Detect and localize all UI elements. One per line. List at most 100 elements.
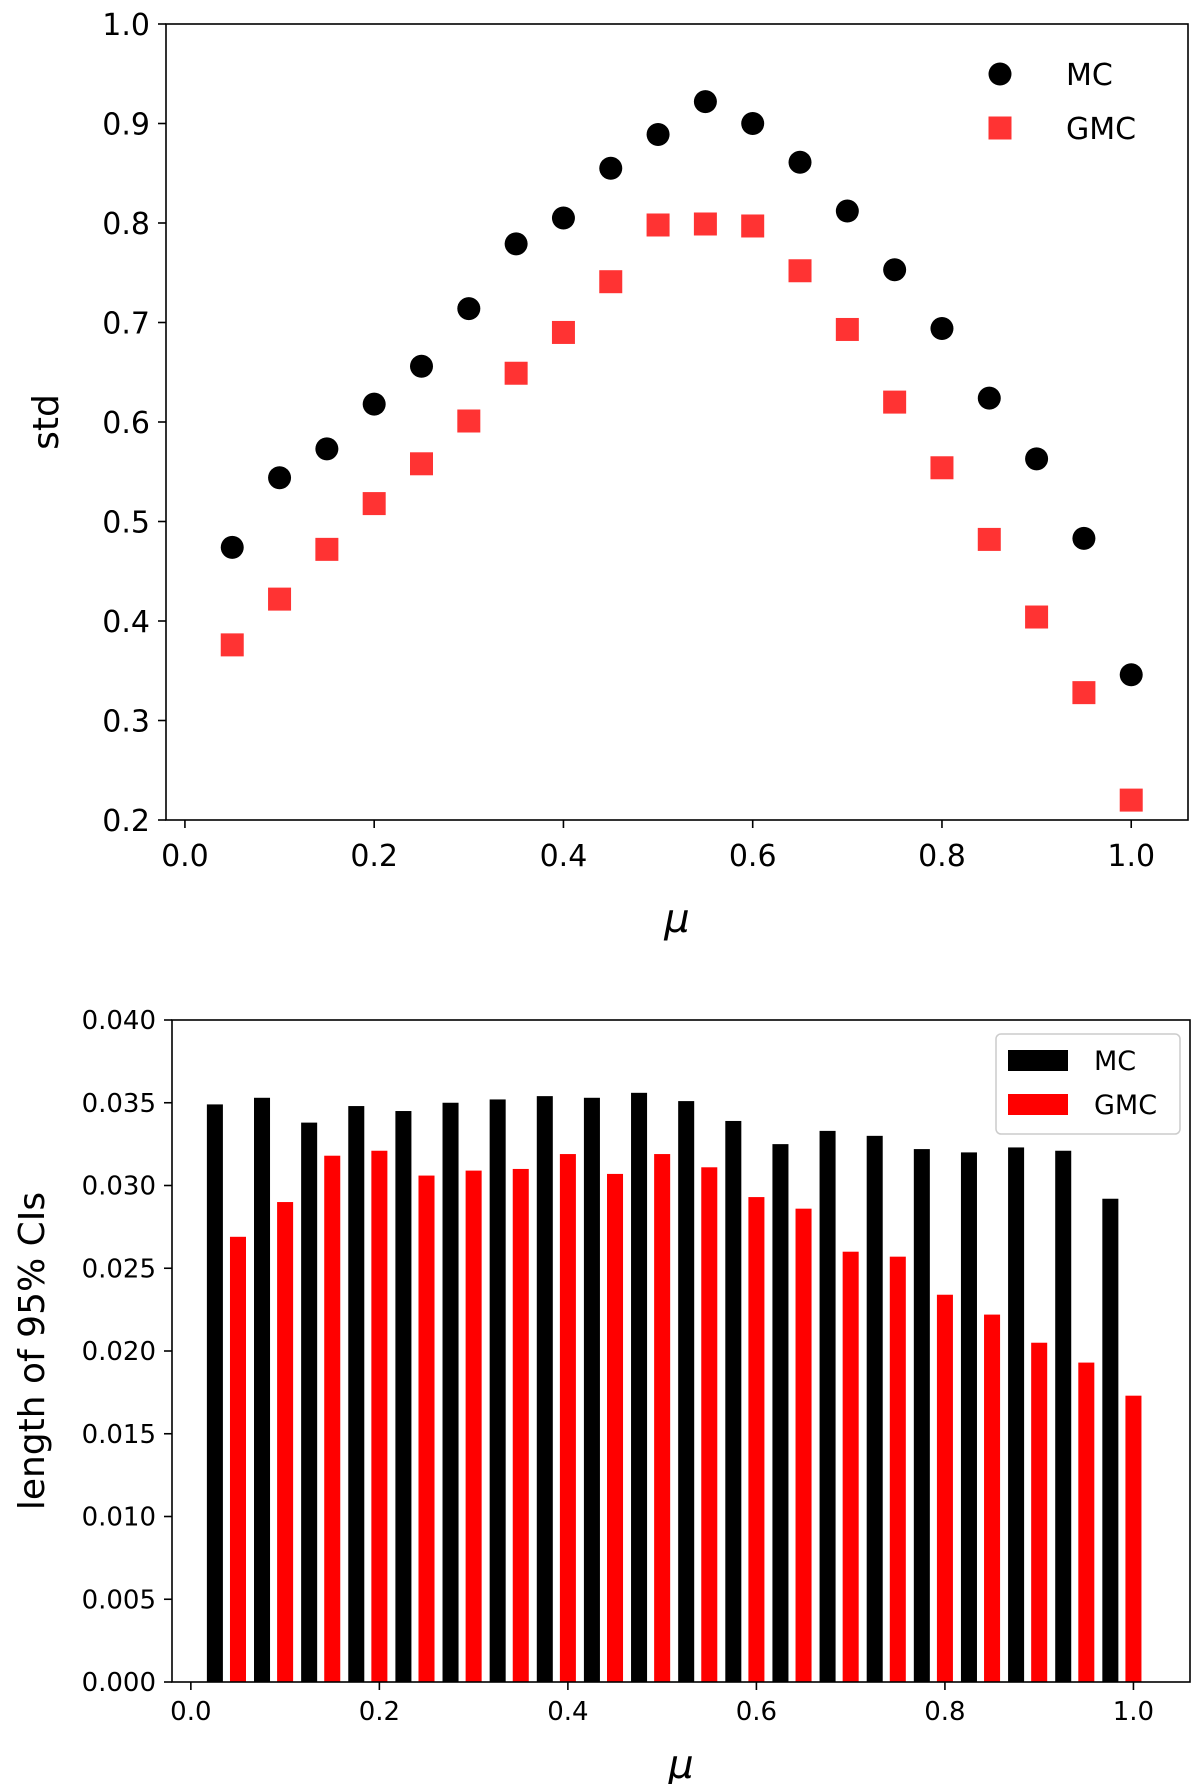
y-axis-title: length of 95% CIs bbox=[12, 1192, 53, 1510]
gmc-bar bbox=[701, 1167, 718, 1682]
y-tick-label: 0.5 bbox=[102, 506, 150, 541]
x-tick-label: 0.4 bbox=[547, 1697, 588, 1727]
gmc-point bbox=[362, 492, 386, 516]
gmc-bar bbox=[277, 1202, 294, 1682]
legend-gmc-marker bbox=[988, 116, 1012, 140]
mc-bar bbox=[819, 1130, 836, 1682]
legend-gmc-swatch bbox=[1008, 1094, 1068, 1115]
x-tick-label: 0.2 bbox=[350, 839, 398, 874]
mc-point bbox=[1119, 663, 1143, 687]
gmc-point bbox=[788, 259, 812, 283]
legend-mc-label: MC bbox=[1066, 58, 1113, 93]
mc-bar bbox=[913, 1149, 930, 1682]
mc-bar bbox=[583, 1097, 600, 1682]
mc-point bbox=[599, 156, 623, 180]
x-tick-label: 0.6 bbox=[729, 839, 777, 874]
gmc-point bbox=[977, 527, 1001, 551]
mc-bar bbox=[631, 1092, 648, 1682]
gmc-point bbox=[504, 361, 528, 385]
gmc-point bbox=[410, 452, 433, 476]
y-tick-label: 0.3 bbox=[102, 705, 150, 740]
gmc-point bbox=[599, 270, 623, 294]
gmc-bar bbox=[654, 1154, 671, 1682]
gmc-point bbox=[930, 456, 954, 480]
gmc-bar bbox=[607, 1173, 624, 1682]
mc-bar bbox=[301, 1122, 318, 1682]
mc-point bbox=[693, 90, 717, 114]
gmc-bar bbox=[748, 1197, 765, 1682]
gmc-bar bbox=[512, 1168, 529, 1682]
gmc-point bbox=[835, 317, 859, 341]
y-tick-label: 0.8 bbox=[102, 207, 150, 242]
x-tick-label: 0.8 bbox=[918, 839, 966, 874]
mc-point bbox=[268, 466, 292, 490]
y-tick-label: 0.015 bbox=[82, 1420, 156, 1450]
y-tick-label: 0.010 bbox=[82, 1503, 156, 1533]
gmc-point bbox=[1119, 788, 1143, 812]
legend-mc-swatch bbox=[1008, 1050, 1068, 1071]
gmc-point bbox=[646, 213, 670, 237]
x-tick-label: 0.6 bbox=[736, 1697, 777, 1727]
y-tick-label: 0.7 bbox=[102, 307, 150, 342]
mc-point bbox=[315, 437, 339, 461]
y-tick-label: 0.030 bbox=[82, 1172, 156, 1202]
mc-point bbox=[457, 297, 481, 321]
y-tick-label: 0.040 bbox=[82, 1006, 156, 1036]
mc-bar bbox=[395, 1111, 412, 1682]
mc-point bbox=[220, 535, 244, 559]
x-tick-label: 0.0 bbox=[161, 839, 209, 874]
gmc-point bbox=[883, 390, 907, 414]
mc-point bbox=[883, 258, 907, 282]
gmc-point bbox=[693, 212, 717, 236]
gmc-bar bbox=[465, 1170, 482, 1682]
gmc-point bbox=[1025, 605, 1049, 629]
y-tick-label: 0.020 bbox=[82, 1337, 156, 1367]
gmc-point bbox=[1072, 681, 1096, 705]
y-tick-label: 0.2 bbox=[102, 804, 150, 839]
mc-point bbox=[410, 354, 433, 378]
gmc-bar bbox=[559, 1154, 576, 1682]
mc-point bbox=[646, 122, 670, 146]
y-tick-label: 0.6 bbox=[102, 406, 150, 441]
x-tick-label: 0.0 bbox=[170, 1697, 211, 1727]
std-scatter-chart: 0.0 0.2 0.4 0.6 0.8 1.0 0.2 0.3 0.4 0.5 0.6 0.7 0.8 0… bbox=[26, 8, 1189, 942]
y-tick-label: 0.4 bbox=[102, 605, 150, 640]
mc-bar bbox=[254, 1097, 271, 1682]
mc-point bbox=[788, 150, 812, 174]
gmc-bar bbox=[371, 1150, 388, 1682]
legend-gmc-label: GMC bbox=[1066, 112, 1136, 147]
y-tick-label: 1.0 bbox=[102, 8, 150, 43]
mc-bar bbox=[1008, 1147, 1025, 1682]
gmc-bar bbox=[984, 1314, 1001, 1682]
mc-bar bbox=[206, 1104, 223, 1682]
gmc-bar bbox=[889, 1256, 906, 1682]
mc-point bbox=[741, 112, 765, 135]
gmc-bar bbox=[418, 1175, 435, 1682]
mc-bar bbox=[1102, 1198, 1119, 1682]
mc-point bbox=[930, 316, 954, 340]
mc-bar bbox=[772, 1144, 789, 1682]
plot-frame bbox=[165, 23, 1189, 821]
mc-bar bbox=[725, 1120, 742, 1682]
gmc-bar bbox=[1078, 1362, 1095, 1682]
y-tick-label: 0.000 bbox=[82, 1668, 156, 1698]
gmc-bar bbox=[936, 1294, 953, 1682]
y-axis-title: std bbox=[26, 394, 67, 450]
mc-point bbox=[551, 206, 575, 230]
mc-bar bbox=[866, 1135, 883, 1682]
mc-bar bbox=[1055, 1150, 1072, 1682]
gmc-point bbox=[741, 214, 765, 238]
mc-point bbox=[977, 386, 1001, 410]
x-axis-title: μ bbox=[667, 1742, 693, 1784]
gmc-point bbox=[268, 587, 292, 611]
y-tick-label: 0.005 bbox=[82, 1585, 156, 1615]
mc-bar bbox=[442, 1102, 459, 1682]
mc-bar bbox=[489, 1099, 506, 1682]
mc-bar bbox=[678, 1101, 695, 1682]
gmc-bar bbox=[1125, 1395, 1142, 1682]
gmc-point bbox=[220, 633, 244, 657]
mc-point bbox=[504, 232, 528, 256]
legend-mc-label: MC bbox=[1094, 1046, 1136, 1077]
mc-point bbox=[835, 199, 859, 223]
